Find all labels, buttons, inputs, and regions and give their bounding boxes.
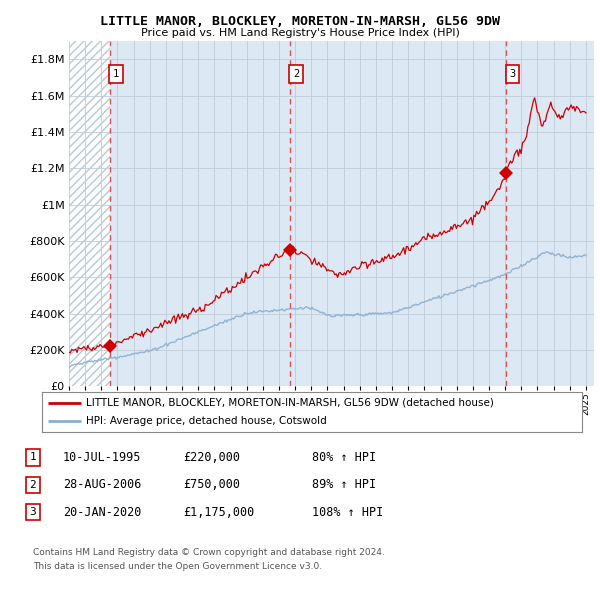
Text: Contains HM Land Registry data © Crown copyright and database right 2024.: Contains HM Land Registry data © Crown c…: [33, 548, 385, 556]
Text: 1: 1: [29, 453, 37, 462]
Text: Price paid vs. HM Land Registry's House Price Index (HPI): Price paid vs. HM Land Registry's House …: [140, 28, 460, 38]
Text: 10-JUL-1995: 10-JUL-1995: [63, 451, 142, 464]
Text: 89% ↑ HPI: 89% ↑ HPI: [312, 478, 376, 491]
Text: 28-AUG-2006: 28-AUG-2006: [63, 478, 142, 491]
Text: £1,175,000: £1,175,000: [183, 506, 254, 519]
Text: 1: 1: [113, 69, 119, 79]
Text: £750,000: £750,000: [183, 478, 240, 491]
Text: This data is licensed under the Open Government Licence v3.0.: This data is licensed under the Open Gov…: [33, 562, 322, 571]
Text: LITTLE MANOR, BLOCKLEY, MORETON-IN-MARSH, GL56 9DW: LITTLE MANOR, BLOCKLEY, MORETON-IN-MARSH…: [100, 15, 500, 28]
Text: 108% ↑ HPI: 108% ↑ HPI: [312, 506, 383, 519]
Text: HPI: Average price, detached house, Cotswold: HPI: Average price, detached house, Cots…: [86, 416, 327, 426]
Bar: [69, 41, 110, 386]
Text: LITTLE MANOR, BLOCKLEY, MORETON-IN-MARSH, GL56 9DW (detached house): LITTLE MANOR, BLOCKLEY, MORETON-IN-MARSH…: [86, 398, 494, 408]
Text: 2: 2: [29, 480, 37, 490]
Text: 2: 2: [293, 69, 299, 79]
Text: 80% ↑ HPI: 80% ↑ HPI: [312, 451, 376, 464]
Text: 3: 3: [509, 69, 515, 79]
Text: 3: 3: [29, 507, 37, 517]
Text: £220,000: £220,000: [183, 451, 240, 464]
Text: 20-JAN-2020: 20-JAN-2020: [63, 506, 142, 519]
